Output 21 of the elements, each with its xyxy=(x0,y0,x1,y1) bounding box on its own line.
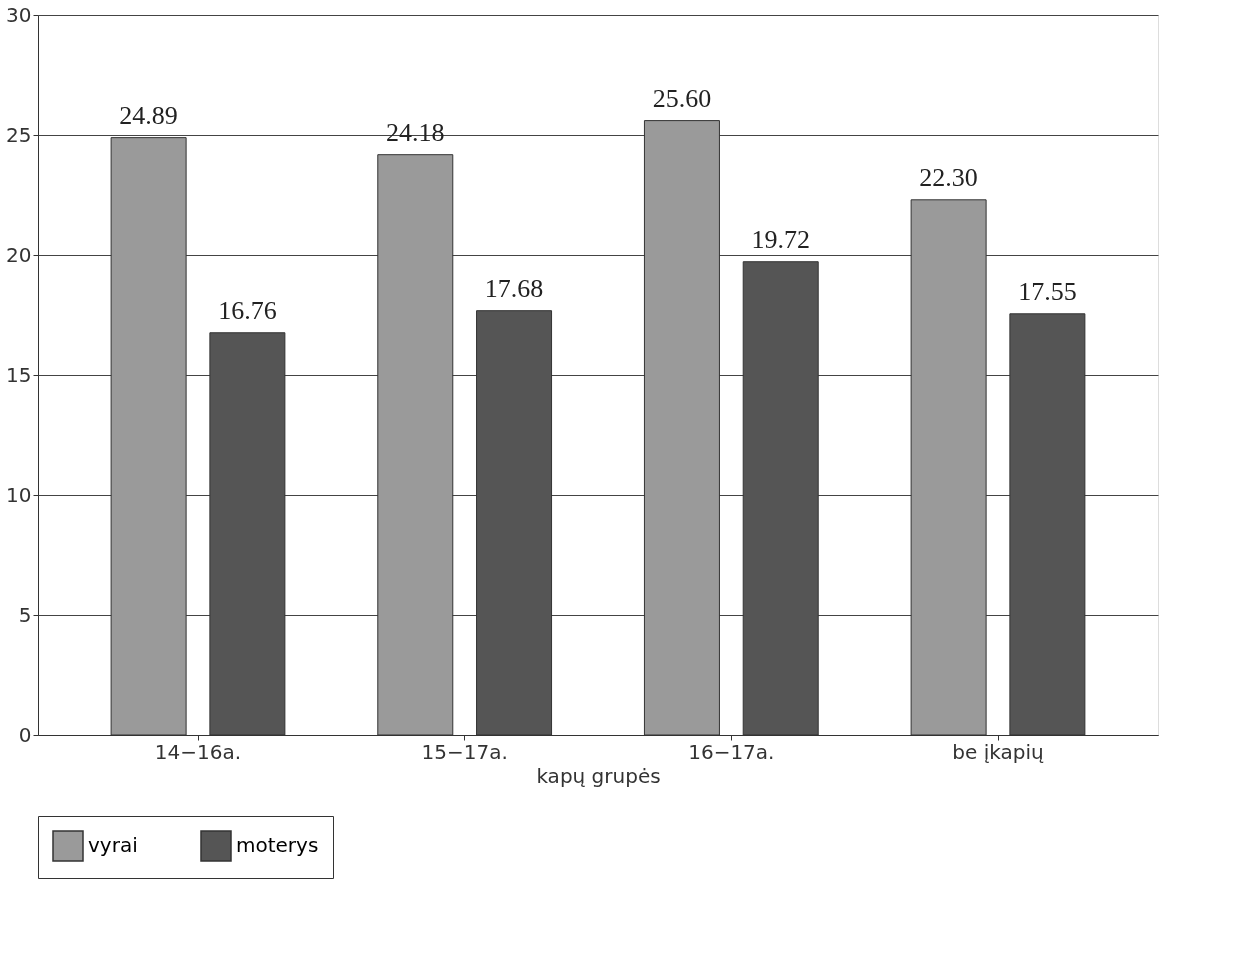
y-tick-label: 5 xyxy=(18,602,32,627)
data-label: 19.72 xyxy=(751,224,810,254)
x-tick-label: 16−17a. xyxy=(688,739,775,764)
data-label: 24.89 xyxy=(119,100,178,130)
y-tick-label: 25 xyxy=(6,122,32,147)
x-axis-title: kapų grupės xyxy=(536,763,661,788)
y-tick-label: 10 xyxy=(6,482,32,507)
data-label: 17.55 xyxy=(1018,276,1077,306)
x-tick-label: 15−17a. xyxy=(421,739,508,764)
y-tick-label: 0 xyxy=(18,722,32,747)
data-label: 16.76 xyxy=(218,295,277,325)
data-label: 17.68 xyxy=(484,273,544,303)
data-label: 25.60 xyxy=(652,83,712,113)
legend-label: moterys xyxy=(236,833,319,857)
legend-label: vyrai xyxy=(88,833,138,857)
data-label: 22.30 xyxy=(919,162,978,192)
y-tick-label: 15 xyxy=(6,362,32,387)
y-tick-label: 20 xyxy=(6,242,32,267)
x-tick-label: be įkapių xyxy=(952,739,1044,764)
x-tick-label: 14−16a. xyxy=(154,739,242,764)
y-tick-label: 30 xyxy=(6,2,32,27)
